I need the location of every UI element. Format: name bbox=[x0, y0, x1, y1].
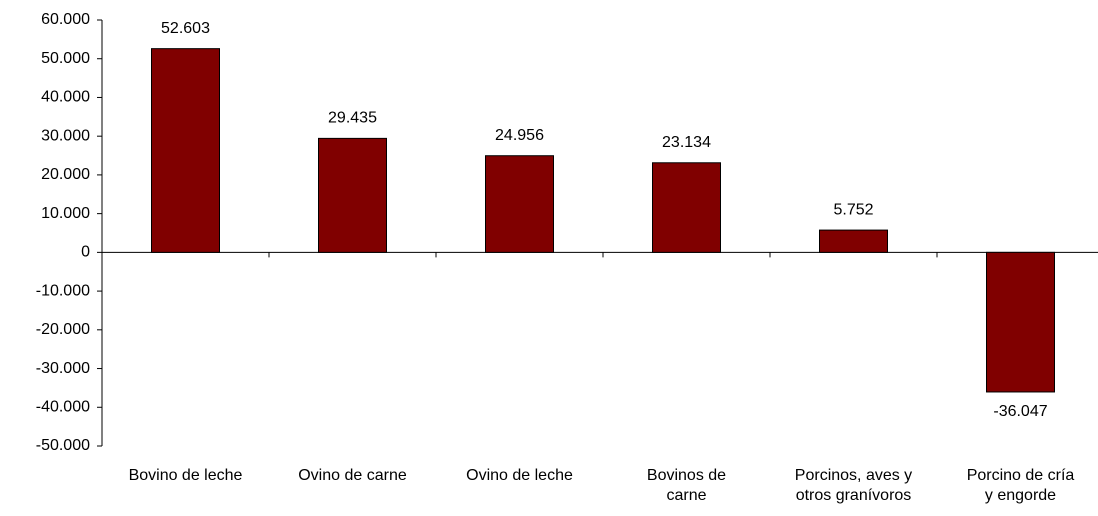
bar bbox=[819, 229, 888, 253]
y-tick-label: -40.000 bbox=[36, 398, 90, 415]
y-tick-label: 10.000 bbox=[41, 205, 90, 222]
x-tick-label: Bovino de leche bbox=[128, 467, 243, 484]
y-tick-label: -50.000 bbox=[36, 437, 90, 454]
bar bbox=[318, 137, 387, 253]
y-tick-label: -20.000 bbox=[36, 321, 90, 338]
y-tick-label: 60.000 bbox=[41, 11, 90, 28]
x-tick-label: Ovino de leche bbox=[466, 467, 573, 484]
y-tick-label: 40.000 bbox=[41, 89, 90, 106]
value-label: 29.435 bbox=[328, 110, 377, 127]
value-label: 52.603 bbox=[161, 20, 210, 37]
y-tick-label: -10.000 bbox=[36, 282, 90, 299]
x-tick-label: Ovino de carne bbox=[298, 467, 407, 484]
bar bbox=[986, 251, 1055, 393]
bar bbox=[652, 162, 721, 253]
y-tick-label: 30.000 bbox=[41, 127, 90, 144]
bar bbox=[151, 48, 220, 253]
value-label: 5.752 bbox=[833, 201, 873, 218]
y-tick-label: 50.000 bbox=[41, 50, 90, 67]
x-tick-label: Bovinos de carne bbox=[646, 467, 727, 504]
x-tick-label: Porcino de cría y engorde bbox=[966, 467, 1075, 504]
x-tick-label: Porcinos, aves y otros granívoros bbox=[794, 467, 913, 504]
y-tick-label: -30.000 bbox=[36, 360, 90, 377]
value-label: 23.134 bbox=[662, 134, 711, 151]
value-label: 24.956 bbox=[495, 127, 544, 144]
y-tick-label: 0 bbox=[81, 244, 90, 261]
y-tick-label: 20.000 bbox=[41, 166, 90, 183]
value-label: -36.047 bbox=[993, 403, 1047, 420]
bar bbox=[485, 155, 554, 253]
